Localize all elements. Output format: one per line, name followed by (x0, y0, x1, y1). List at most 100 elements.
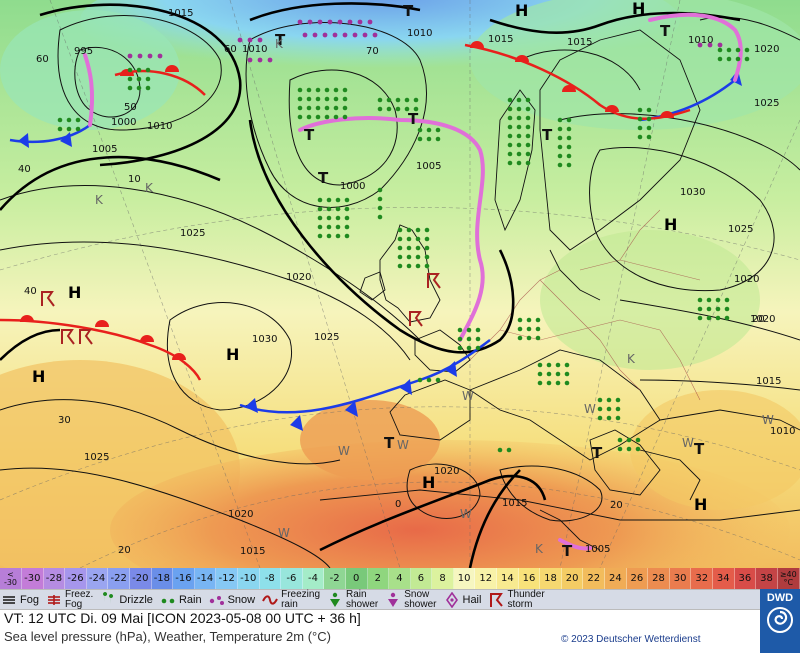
rain-symbol (377, 97, 383, 103)
rain-symbol (335, 233, 341, 239)
rain-symbol (136, 85, 142, 91)
rain-symbol (537, 371, 543, 377)
rain-symbol (735, 47, 741, 53)
rain-symbol (377, 187, 383, 193)
rain-shower-icon (330, 592, 340, 607)
rain-symbol (415, 227, 421, 233)
rain-symbol (557, 135, 563, 141)
w-symbol: W (584, 402, 596, 416)
rain-symbol (324, 114, 330, 120)
rain-symbol (617, 437, 623, 443)
rain-symbol (557, 162, 563, 168)
drizzle-icon (103, 591, 114, 604)
rain-symbol (726, 56, 732, 62)
snow-symbol (697, 42, 703, 48)
isobar-label: 1015 (502, 498, 527, 509)
dwd-logo: DWD (760, 589, 800, 653)
rain-symbol (566, 126, 572, 132)
scale-cell: 28 (648, 568, 670, 589)
rain-symbol (546, 362, 552, 368)
rain-symbol (617, 446, 623, 452)
rain-symbol (324, 96, 330, 102)
rain-symbol (317, 197, 323, 203)
rain-symbol (415, 254, 421, 260)
fog-icon (3, 595, 15, 604)
rain-symbol (706, 315, 712, 321)
isobar-label: 1010 (407, 28, 432, 39)
graticule (0, 0, 800, 568)
rain-symbol (566, 117, 572, 123)
occluded-fronts (83, 12, 743, 551)
rain-symbol (744, 47, 750, 53)
snow-symbol (327, 19, 333, 25)
scale-cell: 2 (367, 568, 390, 589)
low-center: T (562, 542, 573, 560)
scale-cell: 0 (345, 568, 368, 589)
rain-symbol (397, 263, 403, 269)
snow-symbol (137, 53, 143, 59)
rain-symbol (457, 336, 463, 342)
rain-symbol (75, 117, 81, 123)
rain-symbol (724, 315, 730, 321)
rain-symbol (426, 377, 432, 383)
isobar-label: 1025 (728, 224, 753, 235)
rain-symbol (315, 87, 321, 93)
scale-above-value: ≥40 (779, 569, 797, 579)
rain-icon (161, 598, 175, 603)
rain-symbol (397, 245, 403, 251)
scale-cell: 12 (475, 568, 498, 589)
warm-area-turkey (630, 390, 800, 510)
high-center: H (694, 495, 707, 514)
scale-cell: -22 (108, 568, 130, 589)
rain-symbol (516, 160, 522, 166)
rain-symbol (497, 447, 503, 453)
high-center: H (664, 215, 677, 234)
low-center: T (592, 444, 603, 462)
rain-symbol (615, 415, 621, 421)
rain-symbol (537, 380, 543, 386)
low-center: T (694, 440, 705, 458)
rain-symbol (344, 206, 350, 212)
isobar-label: 1015 (488, 34, 513, 45)
rain-symbol (525, 115, 531, 121)
cold-fronts (9, 70, 742, 431)
rain-symbol (415, 236, 421, 242)
rain-symbol (516, 124, 522, 130)
rain-symbol (717, 47, 723, 53)
rain-symbol (426, 136, 432, 142)
rain-symbol (317, 224, 323, 230)
rain-symbol (597, 415, 603, 421)
rain-symbol (145, 67, 151, 73)
rain-symbol (744, 56, 750, 62)
rain-symbol (626, 446, 632, 452)
legend-freez-fog-top: Freez. (64, 588, 94, 600)
snow-symbol (147, 53, 153, 59)
rain-symbol (317, 215, 323, 221)
legend-rain-shower-top: Rain (346, 588, 367, 600)
isobar-label: 1005 (585, 544, 610, 555)
rain-symbol (697, 297, 703, 303)
rain-symbol (626, 437, 632, 443)
legend-freez-fog: Freez. Fog (45, 588, 94, 610)
rain-symbol (395, 106, 401, 112)
rain-symbol (724, 306, 730, 312)
snow-shower-icon (388, 592, 399, 607)
rain-symbol (517, 317, 523, 323)
isobar-label: 1000 (111, 117, 136, 128)
snow-symbol (347, 19, 353, 25)
rain-symbol (735, 56, 741, 62)
snow-symbol (302, 32, 308, 38)
rain-symbol (715, 297, 721, 303)
scale-cell: 14 (497, 568, 519, 589)
rain-symbol (424, 245, 430, 251)
rain-symbol (457, 327, 463, 333)
legend-hail: Hail (443, 591, 481, 608)
rain-symbol (424, 263, 430, 269)
rain-symbol (342, 105, 348, 111)
pressure-labels: 1015 995 1010 1000 1010 1005 1015 1020 1… (18, 8, 795, 557)
rain-symbol (555, 380, 561, 386)
rain-symbol (637, 134, 643, 140)
isobar-label: 1025 (180, 228, 205, 239)
rain-symbol (397, 254, 403, 260)
legend-thunderstorm: Thunder storm (487, 589, 545, 610)
